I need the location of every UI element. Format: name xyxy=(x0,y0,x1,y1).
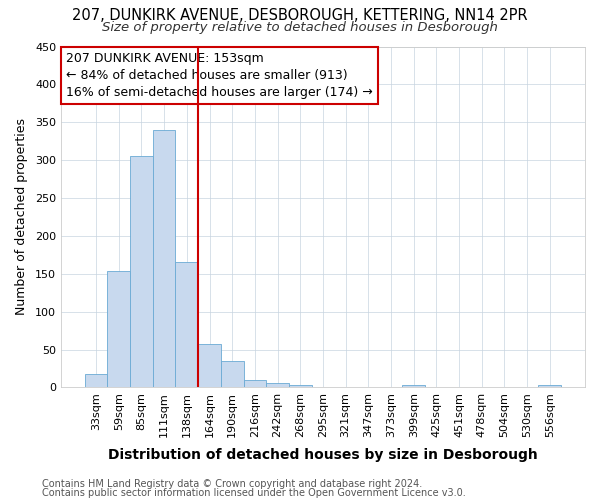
Text: Contains HM Land Registry data © Crown copyright and database right 2024.: Contains HM Land Registry data © Crown c… xyxy=(42,479,422,489)
Bar xyxy=(221,361,244,388)
Bar xyxy=(403,385,425,388)
Text: 207, DUNKIRK AVENUE, DESBOROUGH, KETTERING, NN14 2PR: 207, DUNKIRK AVENUE, DESBOROUGH, KETTERI… xyxy=(72,8,528,22)
Bar xyxy=(198,344,221,388)
Bar xyxy=(289,385,311,388)
Bar xyxy=(448,386,470,388)
Text: Size of property relative to detached houses in Desborough: Size of property relative to detached ho… xyxy=(102,21,498,34)
Bar xyxy=(153,130,175,388)
Bar xyxy=(538,385,561,388)
Text: 207 DUNKIRK AVENUE: 153sqm
← 84% of detached houses are smaller (913)
16% of sem: 207 DUNKIRK AVENUE: 153sqm ← 84% of deta… xyxy=(66,52,373,98)
Bar xyxy=(130,156,153,388)
Bar xyxy=(85,374,107,388)
Bar xyxy=(266,383,289,388)
Y-axis label: Number of detached properties: Number of detached properties xyxy=(15,118,28,316)
Bar xyxy=(244,380,266,388)
Bar xyxy=(175,262,198,388)
Text: Contains public sector information licensed under the Open Government Licence v3: Contains public sector information licen… xyxy=(42,488,466,498)
Bar xyxy=(107,272,130,388)
Bar xyxy=(334,386,357,388)
X-axis label: Distribution of detached houses by size in Desborough: Distribution of detached houses by size … xyxy=(108,448,538,462)
